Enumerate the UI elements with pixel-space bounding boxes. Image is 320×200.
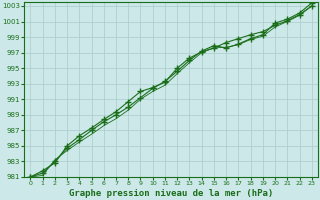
- X-axis label: Graphe pression niveau de la mer (hPa): Graphe pression niveau de la mer (hPa): [69, 189, 273, 198]
